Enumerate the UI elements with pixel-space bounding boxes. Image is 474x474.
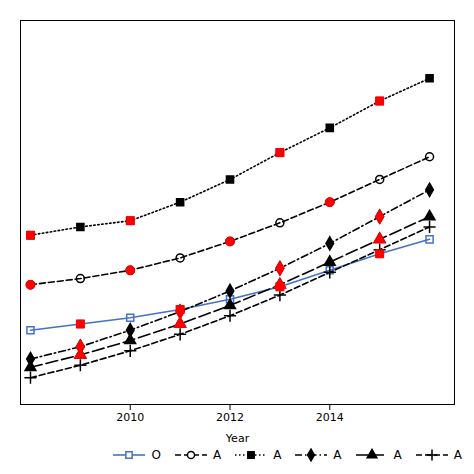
svg-text:2012: 2012 xyxy=(216,411,244,424)
html-text:A: A xyxy=(333,448,342,462)
html-text:O: O xyxy=(151,448,161,462)
svg-text:Year: Year xyxy=(225,432,250,445)
html-text:A: A xyxy=(212,448,222,462)
html-text:A: A xyxy=(453,448,462,462)
html-text:A: A xyxy=(393,448,402,462)
html-text:A: A xyxy=(273,448,282,462)
svg-text:2014: 2014 xyxy=(316,411,344,424)
svg-text:2010: 2010 xyxy=(116,411,144,424)
